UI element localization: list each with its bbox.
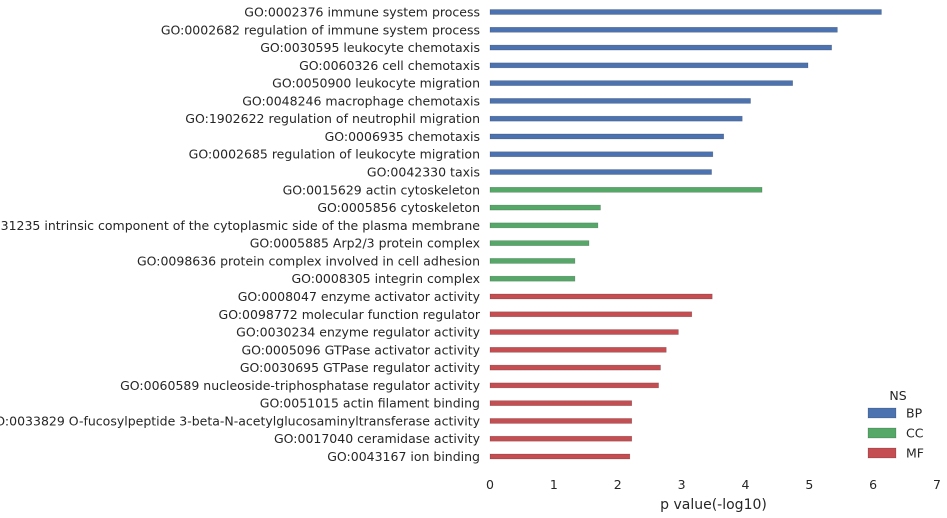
x-tick-label: 6 xyxy=(869,477,877,492)
x-axis: 0 1 2 3 4 5 6 7 xyxy=(486,477,941,492)
x-axis-title: p value(-log10) xyxy=(660,497,767,513)
bars-layer xyxy=(489,9,882,460)
category-label: GO:0017040 ceramidase activity xyxy=(274,431,481,446)
legend-entries: BP CC MF xyxy=(867,406,924,461)
category-label: GO:0050900 leukocyte migration xyxy=(272,76,480,91)
bar-mf xyxy=(489,311,693,318)
bar-cc xyxy=(489,222,599,229)
bar-cc xyxy=(489,275,576,282)
legend-swatch-mf xyxy=(867,447,897,459)
category-label: GO:0051015 actin filament binding xyxy=(260,396,480,411)
category-label: GO:0008047 enzyme activator activity xyxy=(238,289,481,304)
x-tick-label: 2 xyxy=(614,477,622,492)
category-label: GO:0043167 ion binding xyxy=(327,449,480,464)
bar-bp xyxy=(489,151,714,158)
bar-bp xyxy=(489,26,838,33)
bar-bp xyxy=(489,98,751,104)
category-label: GO:0002682 regulation of immune system p… xyxy=(161,22,480,37)
category-label: GO:1902622 regulation of neutrophil migr… xyxy=(185,111,480,126)
bar-mf xyxy=(489,364,661,371)
bar-bp xyxy=(489,44,832,51)
category-label: GO:0098636 protein complex involved in c… xyxy=(137,253,480,268)
category-label: GO:0002376 immune system process xyxy=(244,5,480,20)
legend-swatch-cc xyxy=(867,427,897,439)
category-label: GO:0042330 taxis xyxy=(367,165,480,180)
category-label: GO:0030595 leukocyte chemotaxis xyxy=(260,40,480,55)
bar-mf xyxy=(489,293,713,300)
category-label: GO:0030695 GTPase regulator activity xyxy=(240,360,481,375)
category-labels: GO:0002376 immune system process GO:00026… xyxy=(0,5,481,465)
category-label: GO:0030234 enzyme regulator activity xyxy=(236,325,480,340)
category-label: GO:0006935 chemotaxis xyxy=(325,129,480,144)
category-label: GO:0008305 integrin complex xyxy=(291,271,480,286)
x-tick-label: 4 xyxy=(741,477,749,492)
legend-label-cc: CC xyxy=(906,426,924,441)
category-label: GO:0033829 O-fucosylpeptide 3-beta-N-ace… xyxy=(0,413,481,428)
category-label: GO:0005856 cytoskeleton xyxy=(317,200,480,215)
legend-label-bp: BP xyxy=(906,406,923,421)
category-label: GO:0005885 Arp2/3 protein complex xyxy=(250,236,480,251)
bar-cc xyxy=(489,204,601,211)
bar-mf xyxy=(489,435,633,442)
category-label: GO:0060326 cell chemotaxis xyxy=(299,58,480,73)
bar-mf xyxy=(489,382,659,389)
category-label: GO:0005096 GTPase activator activity xyxy=(241,342,480,357)
bar-bp xyxy=(489,133,725,140)
bar-mf xyxy=(489,329,679,335)
category-label: GO:0015629 actin cytoskeleton xyxy=(283,182,480,197)
category-label: GO:0002685 regulation of leukocyte migra… xyxy=(189,147,480,162)
bar-cc xyxy=(489,258,576,264)
x-tick-label: 3 xyxy=(678,477,686,492)
bar-bp xyxy=(489,80,793,86)
bar-mf xyxy=(489,418,633,424)
legend-swatch-bp xyxy=(867,407,897,419)
bar-bp xyxy=(489,62,809,69)
x-tick-label: 1 xyxy=(550,477,558,492)
bar-mf xyxy=(489,347,667,353)
legend: NS BP CC MF xyxy=(867,388,924,461)
legend-label-mf: MF xyxy=(906,446,924,461)
category-label: GO:0060589 nucleoside-triphosphatase reg… xyxy=(120,378,480,393)
bar-bp xyxy=(489,9,882,15)
bar-mf xyxy=(489,453,631,460)
x-tick-label: 0 xyxy=(486,477,494,492)
category-label: GO:0031235 intrinsic component of the cy… xyxy=(0,218,480,233)
x-tick-label: 7 xyxy=(933,477,941,492)
bar-cc xyxy=(489,240,590,246)
bar-bp xyxy=(489,115,743,122)
bar-mf xyxy=(489,400,633,406)
x-tick-label: 5 xyxy=(805,477,813,492)
bar-cc xyxy=(489,187,763,193)
legend-title: NS xyxy=(889,388,906,403)
category-label: GO:0048246 macrophage chemotaxis xyxy=(242,93,480,108)
bar-bp xyxy=(489,169,712,175)
category-label: GO:0098772 molecular function regulator xyxy=(219,307,481,322)
